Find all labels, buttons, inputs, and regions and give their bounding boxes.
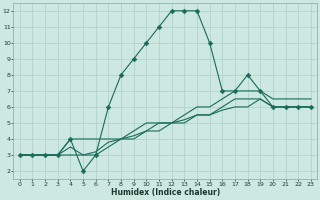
- X-axis label: Humidex (Indice chaleur): Humidex (Indice chaleur): [111, 188, 220, 197]
